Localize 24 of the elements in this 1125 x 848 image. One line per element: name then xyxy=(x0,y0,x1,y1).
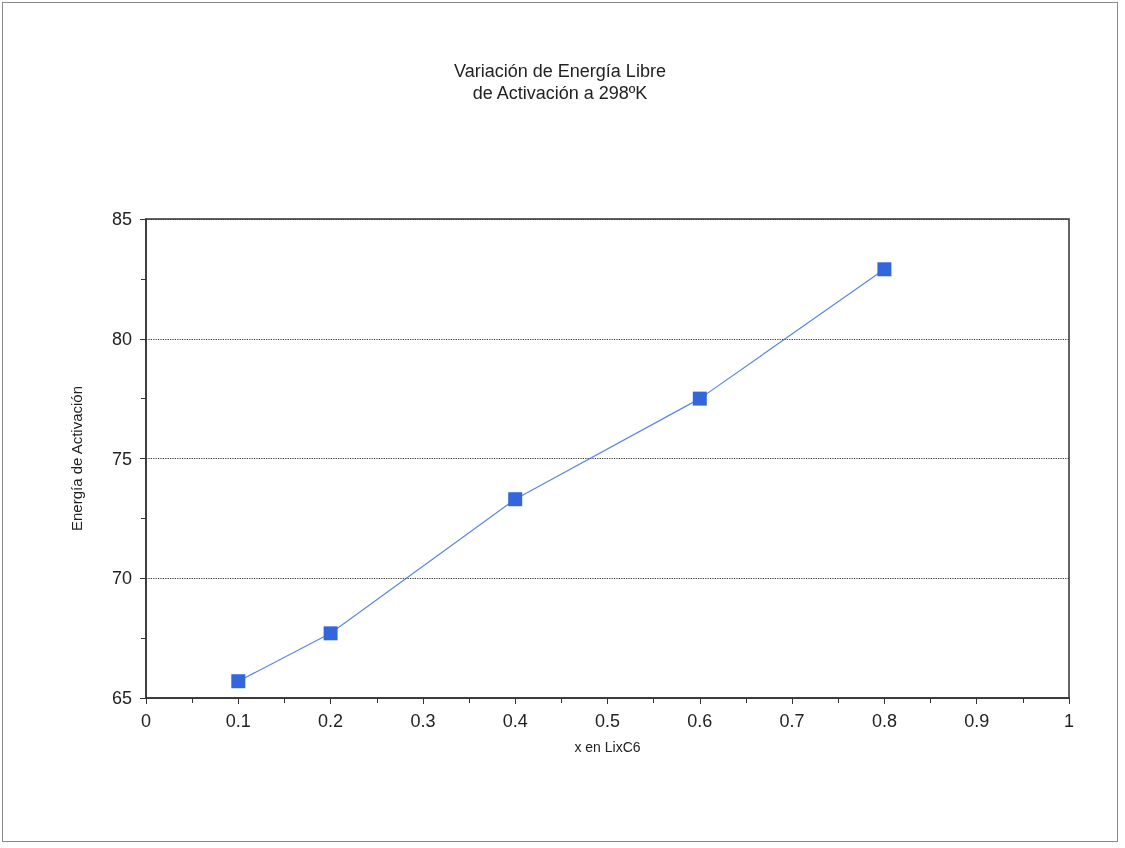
x-tick-label: 0.5 xyxy=(594,711,621,731)
x-tick-label: 0.6 xyxy=(687,711,713,731)
x-tick-label: 1 xyxy=(1063,711,1075,731)
y-tick-label: 70 xyxy=(111,568,132,589)
y-tick-label: 75 xyxy=(111,448,132,469)
x-tick-label: 0.3 xyxy=(410,711,436,731)
x-tick-label: 0.9 xyxy=(964,711,990,731)
x-tick-label: 0.4 xyxy=(502,711,528,731)
y-axis-title: Energía de Activación xyxy=(68,385,85,532)
point xyxy=(323,626,338,641)
x-tick-label: 0.7 xyxy=(779,711,805,731)
x-tick-label: 0.2 xyxy=(318,711,344,731)
x-axis-title: x en LixC6 xyxy=(574,739,641,755)
y-tick-label: 65 xyxy=(111,688,132,708)
x-tick-label: 0.8 xyxy=(871,711,897,731)
y-tick-label: 85 xyxy=(111,209,132,229)
y-tick-label: 80 xyxy=(111,328,132,349)
x-tick-label: 0.1 xyxy=(225,711,251,731)
point xyxy=(692,391,707,406)
point xyxy=(231,674,246,689)
x-tick-label: 0 xyxy=(140,711,152,731)
point xyxy=(877,262,892,277)
point xyxy=(508,492,523,507)
chart-title: Variación de Energía Libre de Activación a 298ºK xyxy=(454,61,666,103)
